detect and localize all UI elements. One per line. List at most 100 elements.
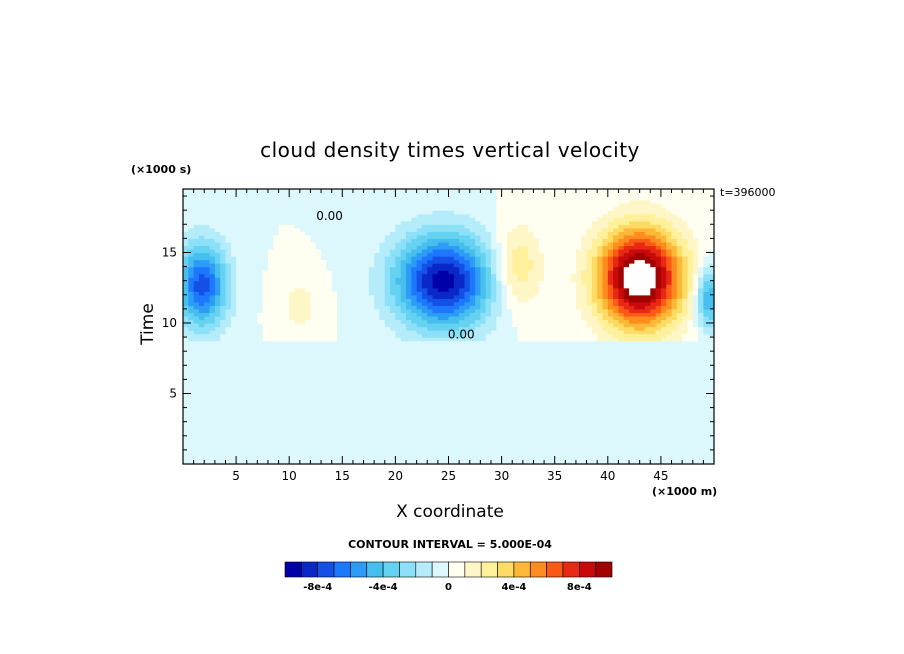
heatmap-cell (506, 425, 513, 430)
heatmap-cell (395, 368, 402, 373)
heatmap-cell (352, 414, 359, 419)
heatmap-cell (241, 291, 248, 296)
heatmap-cell (315, 347, 322, 352)
heatmap-cell (273, 326, 280, 331)
heatmap-cell (209, 432, 216, 437)
heatmap-cell (358, 428, 365, 433)
heatmap-cell (358, 287, 365, 292)
heatmap-cell (236, 347, 243, 352)
heatmap-cell (586, 312, 593, 317)
heatmap-cell (358, 344, 365, 349)
heatmap-cell (560, 382, 566, 388)
heatmap-cell (225, 414, 232, 419)
heatmap-cell (432, 379, 439, 384)
heatmap-cell (257, 330, 264, 335)
heatmap-cell (352, 337, 359, 342)
heatmap-cell (411, 400, 418, 405)
heatmap-cell (411, 389, 418, 395)
heatmap-cell (230, 333, 237, 338)
heatmap-cell (453, 347, 460, 352)
heatmap-cell (618, 308, 625, 313)
heatmap-cell (193, 389, 200, 395)
heatmap-cell (437, 428, 444, 433)
heatmap-cell (708, 301, 715, 306)
heatmap-cell (220, 368, 227, 373)
heatmap-cell (352, 446, 359, 451)
heatmap-cell (708, 305, 715, 310)
heatmap-cell (698, 453, 704, 458)
heatmap-cell (676, 382, 683, 388)
heatmap-cell (676, 340, 683, 345)
heatmap-cell (544, 287, 550, 292)
heatmap-cell (501, 446, 508, 451)
heatmap-cell (443, 315, 450, 321)
heatmap-cell (682, 361, 689, 366)
heatmap-cell (406, 460, 412, 465)
heatmap-cell (554, 312, 561, 317)
heatmap-cell (273, 404, 280, 409)
heatmap-cell (363, 351, 370, 356)
heatmap-cell (299, 301, 306, 306)
heatmap-cell (565, 298, 572, 303)
heatmap-cell (607, 337, 614, 342)
heatmap-cell (549, 333, 556, 338)
heatmap-cell (703, 382, 710, 388)
heatmap-cell (581, 400, 588, 405)
heatmap-cell (352, 382, 359, 388)
heatmap-cell (602, 365, 609, 370)
heatmap-cell (198, 308, 205, 313)
heatmap-cell (448, 365, 455, 370)
heatmap-cell (347, 449, 354, 455)
heatmap-cell (565, 400, 572, 405)
heatmap-cell (183, 372, 189, 377)
heatmap-cell (448, 432, 455, 437)
heatmap-cell (411, 439, 418, 444)
heatmap-cell (352, 322, 359, 328)
heatmap-cell (666, 333, 673, 338)
heatmap-cell (183, 425, 189, 430)
heatmap-cell (358, 407, 365, 412)
heatmap-cell (469, 319, 476, 324)
heatmap-cell (565, 418, 572, 423)
heatmap-cell (241, 344, 248, 349)
heatmap-cell (655, 294, 662, 299)
heatmap-cell (607, 365, 614, 370)
heatmap-cell (533, 315, 540, 321)
heatmap-cell (342, 315, 349, 321)
heatmap-cell (198, 411, 205, 416)
heatmap-cell (368, 319, 375, 324)
heatmap-cell (639, 337, 646, 342)
heatmap-cell (660, 460, 667, 465)
heatmap-cell (395, 308, 402, 313)
heatmap-cell (374, 442, 381, 447)
heatmap-cell (692, 315, 699, 321)
heatmap-cell (352, 287, 359, 292)
heatmap-cell (687, 421, 694, 426)
heatmap-cell (336, 368, 343, 373)
heatmap-cell (660, 425, 667, 430)
heatmap-cell (517, 432, 524, 437)
heatmap-cell (374, 344, 381, 349)
heatmap-cell (358, 386, 365, 391)
heatmap-cell (698, 361, 704, 366)
heatmap-cell (363, 379, 370, 384)
heatmap-cell (517, 294, 524, 299)
heatmap-cell (193, 287, 200, 292)
heatmap-cell (490, 428, 497, 433)
heatmap-cell (267, 308, 274, 313)
heatmap-cell (565, 421, 572, 426)
heatmap-cell (629, 361, 635, 366)
heatmap-cell (485, 294, 492, 299)
heatmap-cell (703, 432, 710, 437)
heatmap-cell (469, 382, 476, 388)
heatmap-cell (522, 418, 529, 423)
heatmap-cell (496, 449, 503, 455)
heatmap-cell (183, 449, 189, 455)
heatmap-cell (363, 294, 370, 299)
heatmap-cell (305, 319, 312, 324)
heatmap-cell (363, 400, 370, 405)
heatmap-cell (289, 425, 296, 430)
heatmap-cell (464, 397, 471, 402)
heatmap-cell (682, 340, 689, 345)
heatmap-cell (666, 393, 673, 398)
